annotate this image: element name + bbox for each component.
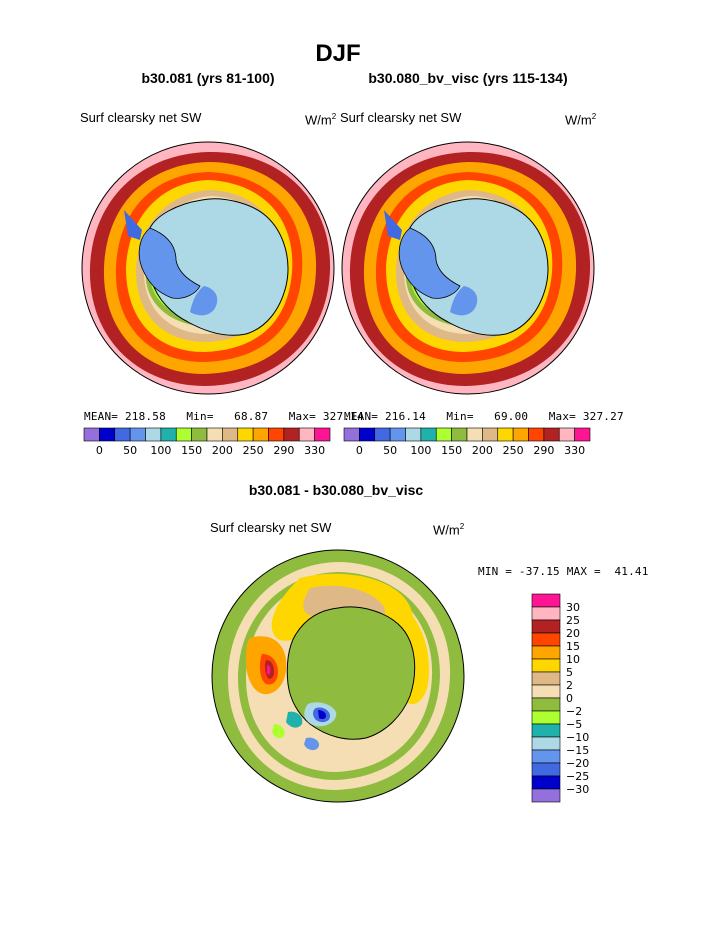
panel-1-colorbar-box [252,427,269,442]
panel-3-colorbar-tick: −5 [566,718,582,731]
panel-2-case-title: b30.080_bv_visc (yrs 115-134) [368,70,568,86]
panel-2-colorbar-tick: 150 [441,444,462,457]
panel-3-colorbar-box [531,749,561,764]
panel-1-colorbar-box [268,427,285,442]
panel-1-units: W/m2 [305,112,337,128]
panel-1-colorbar-box [129,427,146,442]
panel-2-colorbar-tick: 100 [410,444,431,457]
panel-2-colorbar-box [466,427,483,442]
panel-2-stats: MEAN= 216.14 Min= 69.00 Max= 327.27 [344,410,624,423]
panel-2-colorbar-box [435,427,452,442]
panel-1-colorbar-box [114,427,131,442]
panel-2-colorbar-tick: 290 [533,444,554,457]
panel-1-colorbar-tick: 0 [96,444,103,457]
panel-2-colorbar-box [528,427,545,442]
panel-3-colorbar-tick: −30 [566,783,589,796]
panel-1-colorbar-box [298,427,315,442]
panel-2-colorbar-box [389,427,406,442]
panel-3-variable-label: Surf clearsky net SW [210,520,332,535]
panel-3-colorbar-tick: 2 [566,679,573,692]
panel-3-colorbar-box [531,723,561,738]
panel-3-colorbar-box [531,619,561,634]
panel-1-colorbar-box [99,427,116,442]
panel-2-units: W/m2 [565,112,597,128]
panel-2-colorbar-box [512,427,529,442]
panel-3-case-title: b30.081 - b30.080_bv_visc [248,482,424,498]
panel-3-colorbar-tick: 10 [566,653,580,666]
panel-3-colorbar-tick: 25 [566,614,580,627]
panel-1-colorbar-tick: 200 [212,444,233,457]
panel-1-colorbar-box [175,427,192,442]
panel-3-colorbar-box [531,671,561,686]
panel-1-colorbar-box [160,427,177,442]
panel-3-colorbar-tick: −2 [566,705,582,718]
panel-3-colorbar-box [531,606,561,621]
panel-3-colorbar-box [531,775,561,790]
panel-2-colorbar-box [482,427,499,442]
panel-3-colorbar-tick: 20 [566,627,580,640]
panel-3-map [211,549,465,803]
panel-1-colorbar-box [83,427,100,442]
panel-1-colorbar-box [191,427,208,442]
panel-3-colorbar-tick: 15 [566,640,580,653]
panel-1-colorbar-box [283,427,300,442]
panel-1-colorbar-tick: 290 [273,444,294,457]
panel-2-map [341,141,595,395]
panel-2-variable-label: Surf clearsky net SW [340,110,462,125]
panel-3-colorbar-box [531,658,561,673]
panel-2-colorbar-box [405,427,422,442]
panel-1-colorbar-tick: 100 [150,444,171,457]
panel-2-colorbar-box [420,427,437,442]
panel-2-colorbar-box [497,427,514,442]
panel-3-colorbar-tick: −15 [566,744,589,757]
panel-1-map [81,141,335,395]
panel-1-colorbar: 0 50 100 150 200 250 290 330 [83,427,331,457]
panel-1-colorbar-box [314,427,331,442]
panel-3-colorbar-box [531,710,561,725]
panel-2-colorbar-box [574,427,591,442]
panel-3-units: W/m2 [433,522,465,538]
panel-1-colorbar-tick: 250 [243,444,264,457]
panel-2-colorbar-tick: 50 [383,444,397,457]
panel-3-colorbar-tick: −25 [566,770,589,783]
panel-3-colorbar-box [531,762,561,777]
panel-1-colorbar-tick: 330 [304,444,325,457]
panel-1-case-title: b30.081 (yrs 81-100) [141,70,275,86]
panel-3-colorbar-tick: 30 [566,601,580,614]
panel-1-variable-label: Surf clearsky net SW [80,110,202,125]
panel-1-stats: MEAN= 218.58 Min= 68.87 Max= 327.14 [84,410,364,423]
panel-2-colorbar-box [558,427,575,442]
panel-3-colorbar-tick: −20 [566,757,589,770]
page-title: DJF [315,40,361,67]
panel-2-colorbar: 0 50 100 150 200 250 290 330 [343,427,591,457]
panel-2-colorbar-tick: 250 [503,444,524,457]
panel-1-colorbar-box [145,427,162,442]
panel-2-colorbar-box [451,427,468,442]
panel-3-colorbar-tick: 0 [566,692,573,705]
panel-3-colorbar-box [531,684,561,699]
panel-3-minmax: MIN = -37.15 MAX = 41.41 [478,565,649,578]
panel-3-colorbar-tick: 5 [566,666,573,679]
panel-1-colorbar-box [222,427,239,442]
panel-2-colorbar-box [374,427,391,442]
panel-1-colorbar-box [206,427,223,442]
panel-3-colorbar-box [531,736,561,751]
panel-2-colorbar-tick: 0 [356,444,363,457]
panel-3-colorbar-box [531,697,561,712]
panel-3-colorbar-box [531,788,561,803]
panel-3-colorbar-box [531,632,561,647]
panel-2-colorbar-box [543,427,560,442]
panel-3-colorbar-box [531,593,561,608]
panel-2-colorbar-box [343,427,360,442]
panel-2-colorbar-tick: 200 [472,444,493,457]
panel-2-colorbar-tick: 330 [564,444,585,457]
panel-2-colorbar-box [359,427,376,442]
panel-1-colorbar-box [237,427,254,442]
panel-3-colorbar-tick: −10 [566,731,589,744]
panel-1-colorbar-tick: 50 [123,444,137,457]
panel-3-colorbar-box [531,645,561,660]
panel-1-colorbar-tick: 150 [181,444,202,457]
